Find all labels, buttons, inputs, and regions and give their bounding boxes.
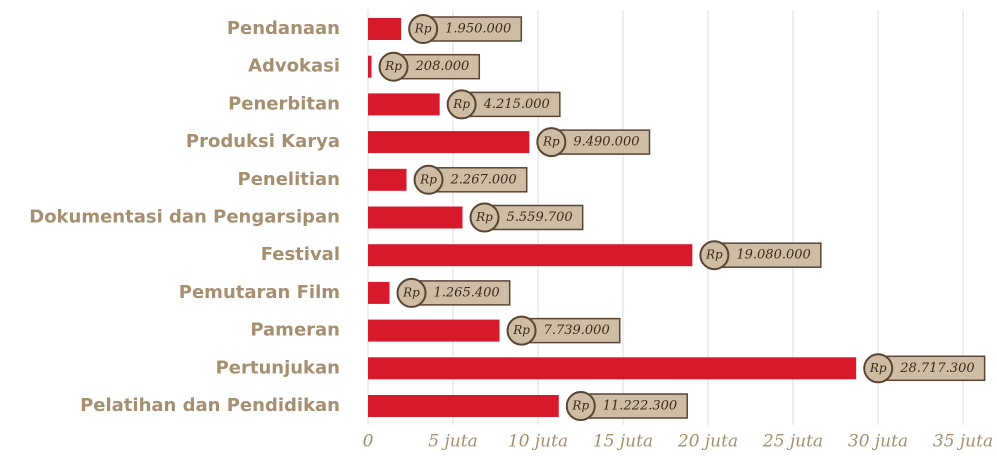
bar (368, 319, 500, 342)
value-badge: Rp 7.739.000 (506, 315, 621, 346)
badge-box (713, 242, 822, 268)
currency-symbol: Rp (414, 22, 432, 36)
badge-circle (469, 202, 500, 233)
badge-circle (536, 127, 567, 158)
category-label: Pendanaan (227, 18, 340, 39)
value-label: 208.000 (415, 59, 470, 74)
category-label: Penelitian (238, 169, 341, 190)
value-label: 5.559.700 (507, 210, 573, 225)
badge-box (410, 280, 511, 306)
badge-circle (378, 51, 409, 82)
category-label: Produksi Karya (186, 131, 340, 152)
bar (368, 131, 530, 154)
value-label: 9.490.000 (573, 135, 639, 150)
badge-box (580, 393, 688, 419)
currency-symbol: Rp (705, 248, 723, 262)
category-label: Pameran (250, 320, 340, 341)
badge-box (520, 317, 621, 344)
badge-box (427, 167, 528, 193)
currency-symbol: Rp (475, 210, 493, 224)
category-label: Pemutaran Film (179, 282, 340, 303)
category-label: Pelatihan dan Pendidikan (80, 395, 340, 416)
x-tick-label: 25 juta (762, 432, 823, 452)
value-badge: Rp 4.215.000 (446, 89, 561, 120)
x-tick-label: 30 juta (848, 432, 908, 452)
badge-box (483, 204, 584, 231)
value-label: 11.222.300 (603, 399, 677, 414)
bar (368, 395, 559, 417)
x-tick-label: 35 juta (933, 432, 993, 452)
bar (368, 55, 372, 78)
value-label: 2.267.000 (450, 172, 517, 187)
badge-circle (565, 391, 596, 421)
x-tick-label: 20 juta (677, 432, 738, 452)
value-badge: Rp 1.950.000 (408, 14, 523, 44)
currency-symbol: Rp (402, 285, 420, 299)
currency-symbol: Rp (512, 323, 530, 337)
value-label: 1.950.000 (445, 22, 511, 37)
value-badge: Rp 19.080.000 (699, 240, 822, 271)
bar (368, 18, 402, 40)
bar (368, 244, 693, 267)
bar (368, 357, 857, 380)
badge-circle (446, 89, 477, 120)
badge-circle (396, 277, 427, 308)
badge-circle (413, 164, 444, 195)
value-badge: Rp 1.265.400 (396, 277, 511, 308)
value-badge: Rp 9.490.000 (536, 127, 651, 158)
value-label: 28.717.300 (899, 361, 974, 376)
value-label: 19.080.000 (736, 248, 810, 263)
badge-circle (408, 14, 439, 44)
category-label: Penerbitan (228, 93, 340, 114)
currency-symbol: Rp (571, 399, 589, 413)
category-label: Pertunjukan (216, 357, 340, 378)
currency-symbol: Rp (452, 97, 470, 111)
bar (368, 206, 463, 229)
badge-circle (699, 240, 730, 271)
value-label: 1.265.400 (434, 285, 500, 300)
category-label: Festival (261, 244, 340, 265)
value-badge: Rp 5.559.700 (469, 202, 584, 233)
category-label: Advokasi (248, 56, 340, 77)
currency-symbol: Rp (419, 172, 437, 186)
badge-box (460, 91, 561, 118)
value-badge: Rp 11.222.300 (565, 391, 688, 421)
bar (368, 168, 407, 191)
x-tick-label: 10 juta (508, 432, 568, 452)
currency-symbol: Rp (384, 59, 402, 73)
badge-box (550, 129, 651, 155)
value-badge: Rp 28.717.300 (863, 353, 986, 384)
currency-symbol: Rp (542, 135, 560, 149)
bar (368, 93, 440, 116)
value-badge: Rp 2.267.000 (413, 164, 528, 195)
badge-circle (863, 353, 894, 384)
badge-circle (506, 315, 537, 346)
x-tick-label: 15 juta (593, 432, 653, 452)
category-label: Dokumentasi dan Pengarsipan (29, 207, 340, 228)
x-tick-label: 5 juta (428, 432, 477, 452)
bar (368, 281, 390, 304)
value-label: 7.739.000 (544, 323, 610, 338)
currency-symbol: Rp (869, 361, 887, 375)
value-badge: Rp 208.000 (378, 51, 481, 82)
x-tick-label: 0 (363, 432, 374, 452)
value-label: 4.215.000 (483, 97, 550, 112)
